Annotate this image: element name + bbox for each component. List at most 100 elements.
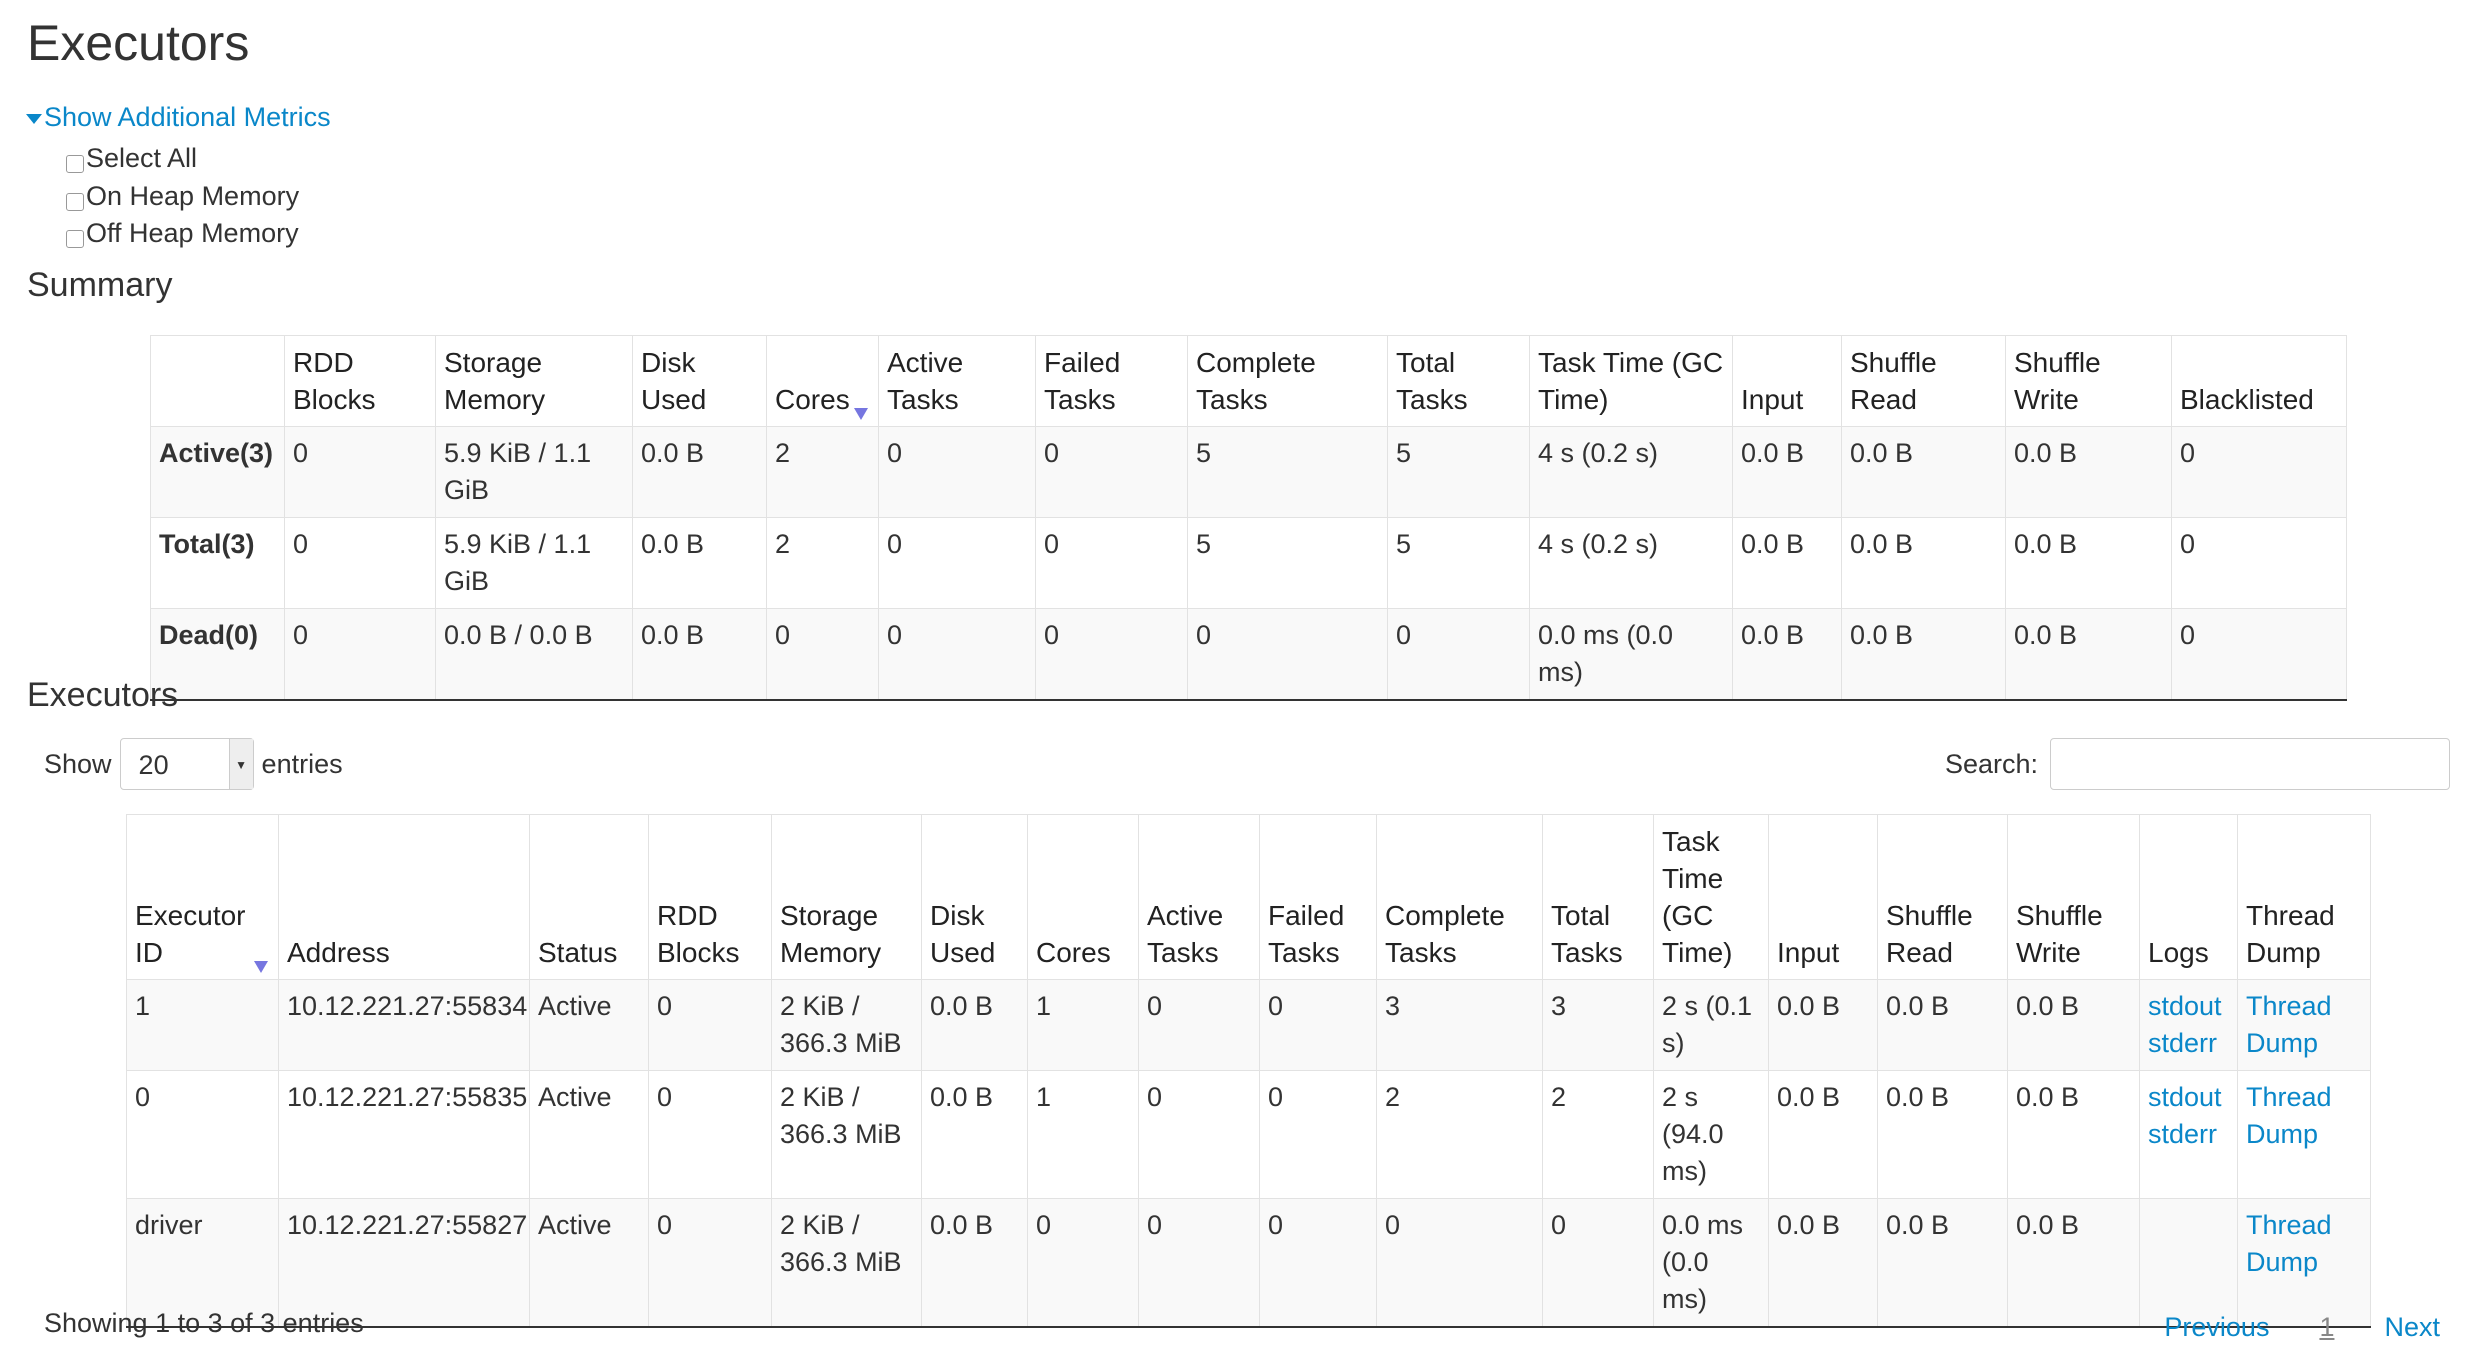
table-cell: 5 [1387, 517, 1530, 609]
off-heap-memory-checkbox[interactable]: Off Heap Memory [66, 215, 299, 253]
stdout-link[interactable]: stdout [2148, 991, 2222, 1021]
table-cell: 0.0 B / 0.0 B [435, 608, 633, 701]
table-cell: 0 [2171, 517, 2347, 609]
search-input[interactable] [2050, 738, 2450, 790]
column-header[interactable]: Task Time (GC Time) [1529, 335, 1733, 427]
column-header[interactable]: Failed Tasks [1035, 335, 1188, 427]
table-cell: 0.0 B [1877, 1198, 2008, 1328]
column-header[interactable] [150, 335, 285, 427]
checkbox-icon[interactable] [66, 155, 84, 173]
column-header[interactable]: Thread Dump [2237, 814, 2371, 980]
table-cell: 3 [1542, 979, 1654, 1071]
column-header[interactable]: RDD Blocks [648, 814, 772, 980]
table-cell: 0 [1376, 1198, 1543, 1328]
table-cell: 5 [1187, 426, 1388, 518]
thread-dump-link[interactable]: Thread Dump [2246, 991, 2332, 1058]
column-header[interactable]: Address [278, 814, 530, 980]
column-header[interactable]: Logs [2139, 814, 2238, 980]
table-cell: Active [529, 1070, 649, 1199]
table-cell: 5.9 KiB / 1.1 GiB [435, 426, 633, 518]
table-cell: 0 [1138, 1198, 1260, 1328]
page-size-select[interactable]: 20 ▼ [119, 738, 254, 790]
dropdown-arrow-icon[interactable]: ▼ [228, 739, 253, 789]
table-cell: Thread Dump [2237, 1198, 2371, 1328]
next-button[interactable]: Next [2384, 1312, 2440, 1342]
previous-button[interactable]: Previous [2164, 1312, 2270, 1342]
column-header[interactable]: Storage Memory [435, 335, 633, 427]
column-header[interactable]: Shuffle Write [2005, 335, 2172, 427]
table-cell: 0.0 B [632, 426, 767, 518]
checkbox-icon[interactable] [66, 230, 84, 248]
page-1-button[interactable]: 1 [2319, 1312, 2335, 1342]
table-row: driver 10.12.221.27:55827 Active 0 2 KiB / 3… [126, 1198, 2371, 1328]
on-heap-memory-checkbox[interactable]: On Heap Memory [66, 178, 299, 216]
entries-label: entries [261, 749, 343, 779]
table-cell: 0 [1027, 1198, 1139, 1328]
stdout-link[interactable]: stdout [2148, 1082, 2222, 1112]
logs-cell: stdout stderr [2139, 979, 2238, 1071]
stderr-link[interactable]: stderr [2148, 1028, 2218, 1058]
column-header[interactable]: Total Tasks [1542, 814, 1654, 980]
table-cell: Active [529, 1198, 649, 1328]
metrics-checkboxes: Select All On Heap Memory Off Heap Memor… [66, 140, 299, 253]
table-cell: 0 [284, 426, 436, 518]
column-header[interactable]: Failed Tasks [1259, 814, 1377, 980]
table-cell: 0 [648, 1198, 772, 1328]
show-label: Show [44, 749, 112, 779]
table-cell: 0 [1035, 426, 1188, 518]
table-cell: 2 s (94.0 ms) [1653, 1070, 1769, 1199]
table-cell: 4 s (0.2 s) [1529, 426, 1733, 518]
column-header[interactable]: Input [1768, 814, 1878, 980]
column-header[interactable]: Status [529, 814, 649, 980]
column-header[interactable]: Complete Tasks [1187, 335, 1388, 427]
table-cell: 3 [1376, 979, 1543, 1071]
thread-dump-link[interactable]: Thread Dump [2246, 1210, 2332, 1277]
column-header[interactable]: Storage Memory [771, 814, 922, 980]
toggle-label: Show Additional Metrics [44, 102, 331, 132]
column-header[interactable]: Disk Used [632, 335, 767, 427]
column-header[interactable]: Blacklisted [2171, 335, 2347, 427]
thread-dump-link[interactable]: Thread Dump [2246, 1082, 2332, 1149]
table-cell: 2 [1542, 1070, 1654, 1199]
column-header[interactable]: Cores [766, 335, 879, 427]
table-row: 1 10.12.221.27:55834 Active 0 2 KiB / 366.3 … [126, 979, 2371, 1071]
table-cell: 0 [878, 608, 1036, 701]
table-cell: 0 [2171, 608, 2347, 701]
show-additional-metrics-toggle[interactable]: Show Additional Metrics [26, 102, 331, 133]
select-all-checkbox[interactable]: Select All [66, 140, 299, 178]
table-cell: 4 s (0.2 s) [1529, 517, 1733, 609]
executors-table: Executor ID Address Status RDD Blocks Storag… [126, 814, 2371, 1328]
column-header[interactable]: Shuffle Read [1841, 335, 2006, 427]
summary-row: Dead(0) 0 0.0 B / 0.0 B 0.0 B 0 0 0 0 0 0.0 ms (0… [150, 608, 2347, 701]
table-cell: 0.0 B [1841, 517, 2006, 609]
column-header[interactable]: Task Time (GC Time) [1653, 814, 1769, 980]
table-cell: 0.0 B [2007, 1070, 2140, 1199]
column-header[interactable]: Complete Tasks [1376, 814, 1543, 980]
column-header[interactable]: Active Tasks [878, 335, 1036, 427]
column-header[interactable]: Active Tasks [1138, 814, 1260, 980]
checkbox-icon[interactable] [66, 192, 84, 211]
column-header[interactable]: Executor ID [126, 814, 279, 980]
table-cell: 0.0 B [632, 517, 767, 609]
column-header[interactable]: Shuffle Read [1877, 814, 2008, 980]
table-cell: 0.0 B [632, 608, 767, 701]
summary-heading: Summary [27, 266, 173, 304]
stderr-link[interactable]: stderr [2148, 1119, 2218, 1149]
table-cell: 0.0 B [2007, 1198, 2140, 1328]
table-cell: 0 [1259, 1198, 1377, 1328]
search-control: Search: [1945, 738, 2450, 790]
checkbox-label: Select All [86, 143, 198, 173]
table-cell: 0.0 B [1732, 608, 1842, 701]
table-cell: 0 [766, 608, 879, 701]
search-label: Search: [1944, 749, 2038, 779]
column-header[interactable]: Shuffle Write [2007, 814, 2140, 980]
column-header[interactable]: Input [1732, 335, 1842, 427]
column-header[interactable]: Cores [1027, 814, 1139, 980]
pagination: Previous 1 Next [2164, 1312, 2440, 1343]
column-header[interactable]: RDD Blocks [284, 335, 436, 427]
column-header[interactable]: Disk Used [921, 814, 1028, 980]
table-cell: 0 [648, 979, 772, 1071]
table-cell: 0 [284, 517, 436, 609]
column-header[interactable]: Total Tasks [1387, 335, 1530, 427]
